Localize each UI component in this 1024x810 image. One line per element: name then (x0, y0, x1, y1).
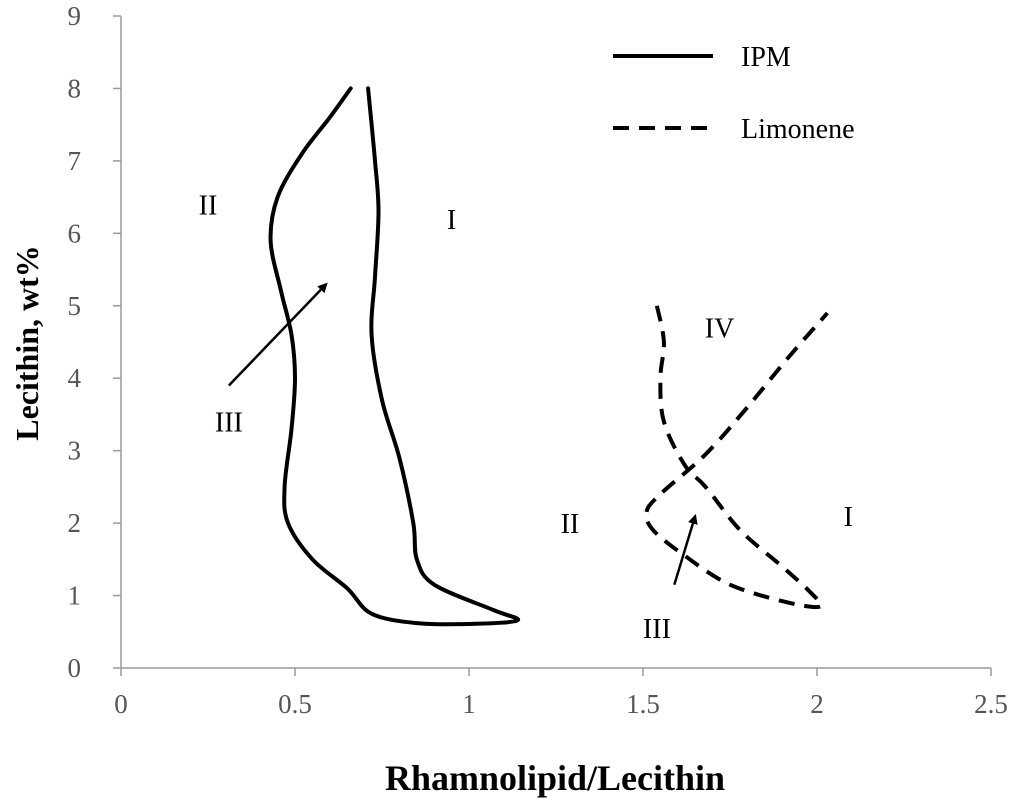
region-arrow (673, 513, 698, 586)
legend-label-limonene: Limonene (741, 114, 855, 145)
region-label: I (844, 502, 853, 533)
y-tick-label: 1 (68, 581, 82, 611)
legend-label-ipm: IPM (741, 42, 791, 73)
region-label: I (447, 205, 456, 236)
series-layer (268, 86, 829, 627)
region-arrow (227, 282, 328, 387)
region-label: II (561, 509, 580, 540)
x-axis-title: Rhamnolipid/Lecithin (385, 758, 725, 798)
x-tick-label: 0.5 (278, 689, 312, 719)
region-label: IV (705, 314, 735, 345)
x-tick-label: 1.5 (626, 689, 660, 719)
x-tick-label: 1 (462, 689, 476, 719)
y-tick-label: 7 (68, 146, 82, 176)
y-tick-label: 0 (68, 653, 82, 683)
region-label: III (643, 614, 671, 645)
y-tick-label: 8 (68, 73, 82, 103)
series-line-ipm (268, 86, 521, 627)
axes: 0 0.5 1 1.5 2 2.5 0 1 2 3 4 5 6 7 8 9 (68, 1, 1008, 719)
y-tick-label: 2 (68, 508, 82, 538)
y-tick-label: 6 (68, 218, 82, 248)
region-label: III (215, 408, 243, 439)
region-label: II (199, 190, 218, 221)
y-tick-label: 9 (68, 1, 82, 31)
series-line-limonene (644, 305, 829, 610)
y-tick-label: 5 (68, 291, 82, 321)
x-tick-label: 2 (810, 689, 824, 719)
legend: IPM Limonene (613, 42, 855, 145)
x-tick-label: 2.5 (974, 689, 1008, 719)
y-axis-title: Lecithin, wt% (9, 245, 45, 441)
y-tick-label: 4 (68, 363, 82, 393)
y-tick-label: 3 (68, 436, 82, 466)
x-tick-label: 0 (114, 689, 128, 719)
